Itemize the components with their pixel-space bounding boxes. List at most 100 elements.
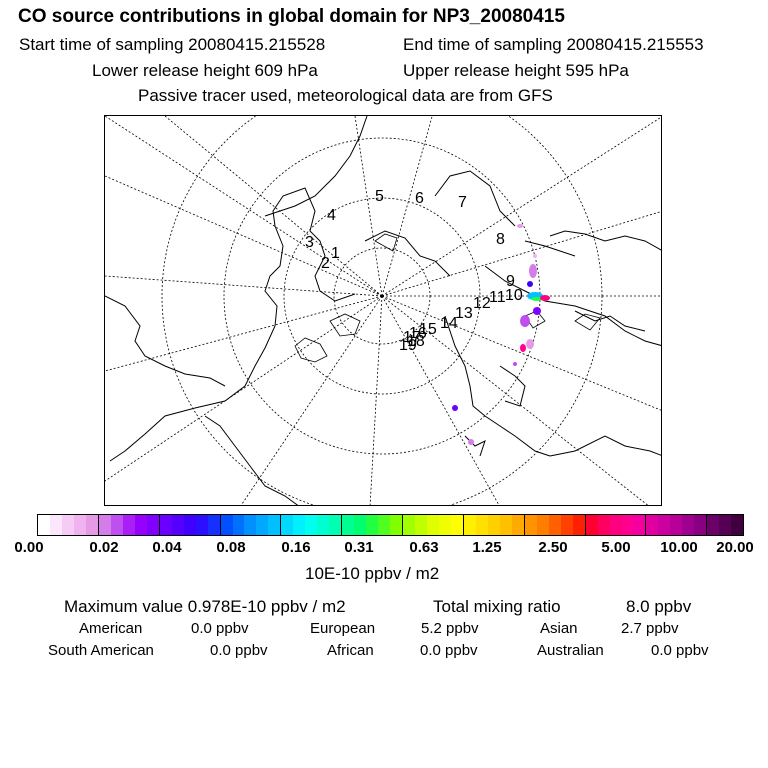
colorbar-swatch (183, 515, 196, 535)
coastline-japan (464, 435, 486, 457)
start-time: Start time of sampling 20080415.215528 (19, 35, 326, 54)
region-name: South American (48, 642, 154, 659)
colorbar-swatch (415, 515, 427, 535)
colorbar-swatch (694, 515, 708, 535)
region-value: 0.0 ppbv (191, 620, 249, 637)
colorbar-tick: 0.02 (89, 539, 119, 556)
plume-blob (540, 295, 550, 301)
colorbar-tick: 2.50 (538, 539, 568, 556)
traj-label: 7 (458, 194, 467, 211)
coastline-greenland-west (264, 116, 368, 217)
traj-label: 2 (321, 255, 330, 272)
colorbar-swatch (731, 515, 744, 535)
colorbar-swatch (658, 515, 671, 535)
region-name: American (79, 620, 143, 637)
plot-title: CO source contributions in global domain… (18, 6, 565, 27)
colorbar-swatch (597, 515, 610, 535)
colorbar-swatch (159, 515, 172, 535)
coastline-west (105, 295, 226, 387)
meridian (381, 116, 433, 297)
meridian (381, 295, 649, 505)
region-value: 0.0 ppbv (420, 642, 478, 659)
colorbar-tick: 0.63 (409, 539, 439, 556)
traj-label: 17 (403, 329, 421, 346)
colorbar-swatch (524, 515, 537, 535)
coastline-north-america (109, 187, 356, 462)
colorbar-swatch (536, 515, 549, 535)
colorbar-swatch (281, 515, 294, 535)
coastline-southwest (204, 415, 299, 505)
colorbar-swatch (85, 515, 99, 535)
region-value: 2.7 ppbv (621, 620, 679, 637)
island (574, 313, 601, 331)
end-time: End time of sampling 20080415.215553 (403, 35, 704, 54)
colorbar-swatch (463, 515, 476, 535)
meridian (105, 116, 383, 297)
meridian (105, 295, 383, 482)
islands (294, 233, 601, 363)
colorbar-swatch (646, 515, 659, 535)
region-name: European (310, 620, 376, 637)
graticule (105, 116, 661, 505)
colorbar-swatch (232, 515, 245, 535)
traj-label: 12 (473, 295, 491, 312)
region-value: 5.2 ppbv (421, 620, 479, 637)
colorbar-swatch (293, 515, 306, 535)
colorbar-swatch (719, 515, 732, 535)
traj-label: 3 (305, 234, 314, 251)
colorbar-tick: 5.00 (601, 539, 631, 556)
region-value: 0.0 ppbv (651, 642, 709, 659)
plume-blob (520, 315, 530, 327)
colorbar-swatch (707, 515, 720, 535)
colorbar-swatch (268, 515, 282, 535)
meridian (354, 116, 383, 297)
traj-label: 11 (489, 289, 506, 306)
plume-blob (533, 254, 537, 258)
coastline-europe (549, 230, 661, 251)
meridian (105, 295, 383, 372)
colorbar-swatch (305, 515, 318, 535)
region-value: 0.0 ppbv (210, 642, 268, 659)
meridian (164, 116, 383, 297)
colorbar (37, 514, 744, 536)
island (524, 310, 546, 329)
island (294, 337, 328, 363)
colorbar-swatch (548, 515, 561, 535)
colorbar-swatch (61, 515, 74, 535)
coastlines (105, 116, 661, 505)
colorbar-swatch (342, 515, 355, 535)
colorbar-swatch (38, 515, 50, 535)
plume-blob (527, 281, 533, 287)
meridian (369, 295, 383, 505)
colorbar-swatch (633, 515, 647, 535)
colorbar-swatch (670, 515, 683, 535)
colorbar-swatch (390, 515, 404, 535)
traj-label: 13 (455, 305, 473, 322)
colorbar-tick: 1.25 (472, 539, 502, 556)
meridian (105, 275, 383, 297)
region-name: African (327, 642, 374, 659)
colorbar-swatch (354, 515, 367, 535)
colorbar-swatch (475, 515, 488, 535)
colorbar-swatch (122, 515, 135, 535)
colorbar-tick: 0.04 (152, 539, 182, 556)
total-mixing-ratio-value: 8.0 ppbv (626, 597, 692, 616)
colorbar-swatch (403, 515, 416, 535)
colorbar-swatch (220, 515, 233, 535)
plume-blob (529, 264, 537, 278)
plume-blob (533, 307, 541, 315)
meridian (381, 295, 500, 505)
traj-label: 16 (409, 325, 427, 342)
colorbar-swatch (73, 515, 86, 535)
colorbar-swatch (621, 515, 634, 535)
colorbar-swatch (560, 515, 573, 535)
traj-label: 15 (419, 321, 437, 338)
colorbar-tick: 10.00 (660, 539, 698, 556)
colorbar-swatch (146, 515, 160, 535)
colorbar-swatch (134, 515, 147, 535)
colorbar-swatch (487, 515, 500, 535)
colorbar-swatch (366, 515, 379, 535)
concentration-field (452, 224, 550, 445)
plume-blob (526, 339, 534, 349)
meridian (381, 116, 661, 297)
